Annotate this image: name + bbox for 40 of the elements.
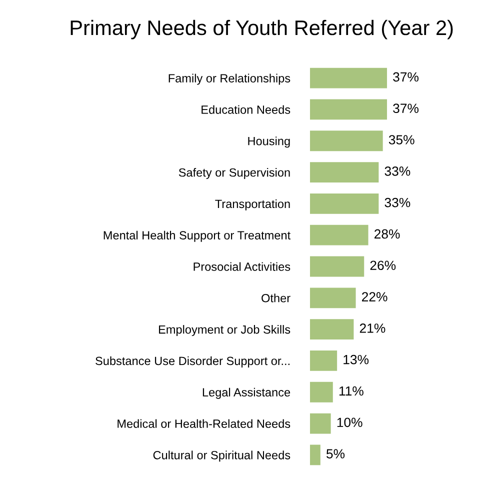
y-tick-label: Employment or Job Skills [159, 325, 290, 336]
data-label: 37% [393, 72, 418, 82]
bar [310, 444, 320, 466]
bar [310, 99, 387, 120]
bar [310, 130, 383, 152]
data-label: 13% [344, 354, 369, 364]
y-tick-label: Other [262, 294, 290, 302]
data-label: 35% [388, 135, 414, 144]
data-label: 11% [339, 386, 364, 396]
bar [310, 350, 338, 371]
y-tick-label: Cultural or Spiritual Needs [153, 450, 290, 462]
data-label: 22% [362, 292, 388, 302]
y-tick-label: Prosocial Activities [194, 262, 290, 271]
data-label: 10% [337, 418, 362, 428]
data-label: 33% [384, 198, 410, 208]
data-label: 37% [393, 104, 418, 114]
y-tick-label: Family or Relationships [168, 74, 290, 85]
y-tick-label: Transportation [215, 199, 290, 210]
y-tick-label: Substance Use Disorder Support or... [96, 356, 290, 368]
y-tick-label: Legal Assistance [202, 388, 290, 399]
chart-title: Primary Needs of Youth Referred (Year 2) [70, 20, 453, 40]
bar [310, 288, 356, 308]
data-label: 21% [360, 324, 386, 333]
y-tick-label: Medical or Health-Related Needs [118, 419, 290, 428]
bar [310, 319, 354, 340]
y-tick-label: Mental Health Support or Treatment [104, 230, 290, 242]
bar [310, 193, 379, 214]
data-label: 28% [374, 229, 400, 239]
data-label: 5% [326, 449, 345, 458]
bar [310, 382, 333, 402]
bar [310, 413, 331, 434]
y-tick-label: Safety or Supervision [178, 168, 290, 180]
data-label: 33% [384, 166, 410, 176]
y-tick-label: Housing [248, 136, 290, 148]
y-tick-label: Education Needs [202, 105, 290, 114]
bar [310, 68, 387, 88]
bar [310, 162, 379, 182]
bar [310, 256, 364, 277]
data-label: 26% [370, 260, 396, 270]
bar [310, 224, 368, 246]
